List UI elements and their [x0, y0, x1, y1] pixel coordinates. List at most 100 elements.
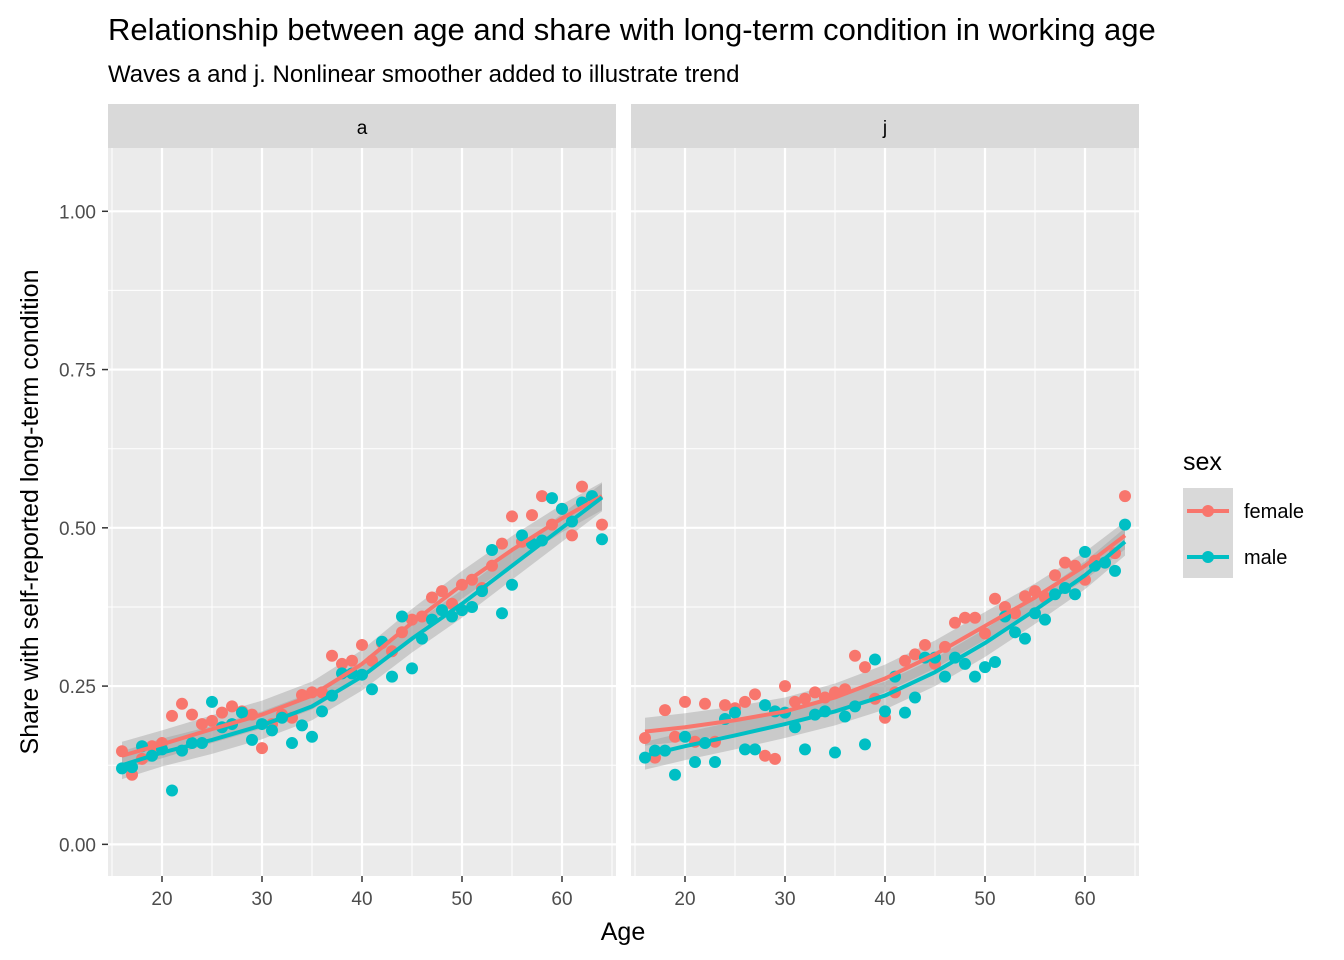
data-point-female	[1059, 556, 1071, 569]
data-point-male	[969, 670, 981, 683]
data-point-male	[859, 738, 871, 751]
data-point-male	[306, 730, 318, 743]
x-tick-label: 60	[1074, 889, 1095, 910]
x-tick-label: 60	[551, 889, 572, 910]
data-point-male	[386, 670, 398, 683]
data-point-male	[406, 662, 418, 675]
data-point-female	[1119, 490, 1131, 503]
x-tick-label: 40	[874, 889, 895, 910]
x-tick-label: 20	[674, 889, 695, 910]
data-point-female	[526, 509, 538, 522]
data-point-female	[216, 706, 228, 719]
data-point-male	[396, 610, 408, 623]
data-point-female	[536, 490, 548, 503]
facet-label-a: a	[357, 118, 368, 139]
data-point-female	[336, 657, 348, 670]
smooth-line-male	[121, 495, 604, 768]
data-point-male	[739, 743, 751, 756]
data-point-female	[749, 688, 761, 701]
data-point-female	[779, 680, 791, 693]
smooth-line-male	[644, 540, 1127, 758]
data-point-female	[436, 585, 448, 598]
data-point-female	[849, 649, 861, 662]
data-point-male	[466, 600, 478, 613]
legend: sex female male	[1183, 448, 1304, 578]
legend-keys: female male	[1187, 501, 1304, 569]
data-point-male	[709, 756, 721, 769]
data-point-male	[939, 670, 951, 683]
data-point-male	[436, 604, 448, 617]
data-point-male	[506, 578, 518, 591]
data-point-female	[789, 695, 801, 708]
data-point-male	[689, 756, 701, 769]
data-point-male	[869, 653, 881, 666]
data-point-male	[546, 492, 558, 505]
data-point-male	[749, 743, 761, 756]
facet-strip-a	[108, 104, 616, 148]
data-point-male	[496, 607, 508, 620]
x-tick-label: 30	[251, 889, 272, 910]
data-point-male	[879, 705, 891, 718]
data-point-male	[1009, 626, 1021, 639]
data-point-female	[496, 537, 508, 550]
data-point-female	[176, 697, 188, 710]
data-point-male	[596, 533, 608, 546]
data-point-female	[949, 616, 961, 629]
y-tick-label: 0.75	[59, 361, 96, 382]
facet-panel-j: j	[631, 104, 1139, 876]
data-point-male	[1119, 518, 1131, 531]
data-point-male	[516, 529, 528, 542]
data-point-female	[256, 742, 268, 755]
facet-strip-j	[631, 104, 1139, 148]
data-point-female	[326, 649, 338, 662]
data-point-male	[286, 737, 298, 750]
x-tick-label: 50	[974, 889, 995, 910]
data-point-male	[1069, 588, 1081, 601]
data-marks-j	[639, 490, 1131, 781]
data-point-female	[979, 627, 991, 640]
y-tick-label: 0.25	[59, 677, 96, 698]
data-point-female	[196, 718, 208, 731]
data-point-male	[729, 706, 741, 719]
data-point-female	[989, 592, 1001, 605]
chart-title: Relationship between age and share with …	[108, 12, 1156, 47]
data-point-male	[989, 656, 1001, 669]
data-point-female	[639, 731, 651, 744]
data-point-male	[839, 710, 851, 723]
data-point-female	[659, 704, 671, 717]
data-point-female	[356, 638, 368, 651]
data-point-male	[296, 719, 308, 732]
data-point-female	[186, 708, 198, 721]
data-point-female	[206, 714, 218, 727]
data-point-male	[316, 705, 328, 718]
data-point-female	[859, 661, 871, 674]
smooth-line-female	[121, 494, 603, 758]
y-tick-label: 0.00	[59, 835, 96, 856]
x-tick-label: 50	[451, 889, 472, 910]
data-point-female	[769, 752, 781, 765]
y-axis-title: Share with self-reported long-term condi…	[16, 270, 44, 755]
data-point-male	[366, 683, 378, 696]
data-point-female	[166, 709, 178, 722]
data-point-male	[909, 691, 921, 704]
x-tick-label: 40	[351, 889, 372, 910]
data-point-male	[246, 733, 258, 746]
data-point-male	[556, 502, 568, 515]
data-point-female	[506, 510, 518, 523]
data-point-male	[1109, 564, 1121, 577]
data-point-male	[236, 706, 248, 719]
smooth-line-female	[644, 533, 1127, 734]
data-point-female	[346, 654, 358, 667]
data-point-female	[669, 730, 681, 743]
data-marks-a	[116, 480, 608, 797]
data-point-female	[969, 611, 981, 624]
x-axis: 20 30 40 50 60 20 30 40 50 60	[151, 876, 1096, 910]
confidence-band-female	[645, 521, 1125, 746]
data-point-male	[759, 699, 771, 712]
data-point-female	[799, 692, 811, 705]
data-point-female	[759, 749, 771, 762]
data-point-female	[426, 591, 438, 604]
data-point-male	[1039, 613, 1051, 626]
data-point-female	[576, 480, 588, 493]
